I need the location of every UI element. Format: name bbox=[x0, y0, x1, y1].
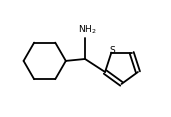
Text: NH$_2$: NH$_2$ bbox=[78, 24, 96, 36]
Text: S: S bbox=[109, 46, 115, 55]
